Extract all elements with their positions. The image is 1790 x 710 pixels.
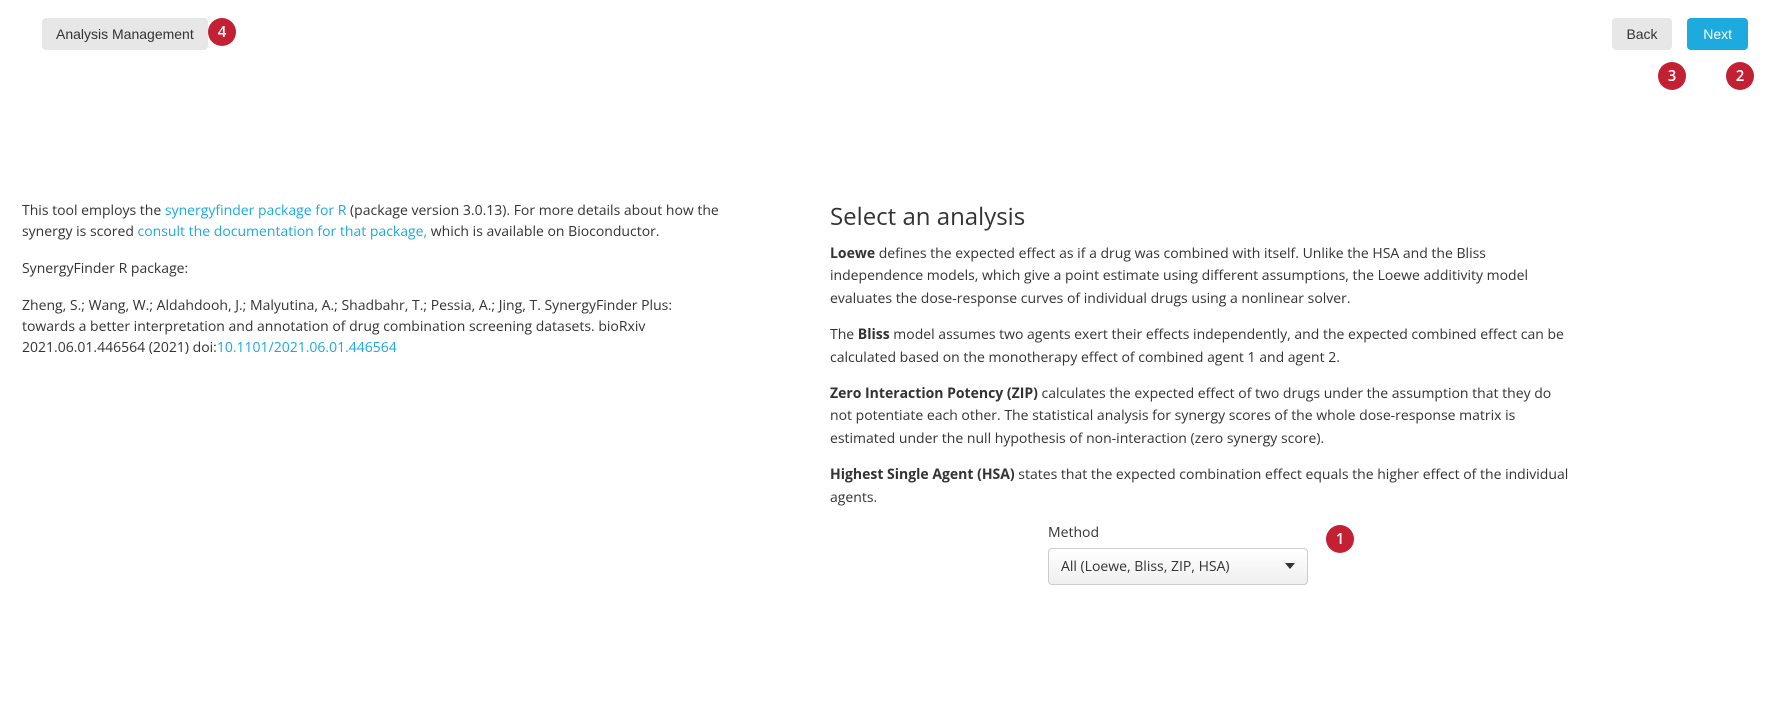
intro-paragraph: This tool employs the synergyfinder pack… [22,200,720,242]
analysis-panel: Select an analysis Loewe defines the exp… [830,200,1570,585]
zip-description: Zero Interaction Potency (ZIP) calculate… [830,383,1570,450]
chevron-down-icon [1285,563,1295,569]
step-badge-1: 1 [1326,525,1354,553]
doi-link[interactable]: 10.1101/2021.06.01.446564 [217,338,397,357]
method-select-value: All (Loewe, Bliss, ZIP, HSA) [1061,557,1230,576]
step-badge-4: 4 [208,18,236,46]
info-panel: This tool employs the synergyfinder pack… [20,200,780,585]
step-badge-2: 2 [1726,62,1754,90]
package-label: SynergyFinder R package: [22,258,720,279]
citation-text: Zheng, S.; Wang, W.; Aldahdooh, J.; Maly… [22,295,720,358]
bliss-description: The Bliss model assumes two agents exert… [830,324,1570,369]
loewe-description: Loewe defines the expected effect as if … [830,243,1570,310]
documentation-link[interactable]: consult the documentation for that packa… [138,222,428,241]
back-button[interactable]: Back [1612,18,1671,50]
method-select[interactable]: All (Loewe, Bliss, ZIP, HSA) [1048,548,1308,585]
hsa-description: Highest Single Agent (HSA) states that t… [830,464,1570,509]
select-analysis-heading: Select an analysis [830,200,1570,233]
next-button[interactable]: Next [1687,18,1748,50]
analysis-management-button[interactable]: Analysis Management [42,18,208,50]
step-badge-3: 3 [1658,62,1686,90]
synergyfinder-link[interactable]: synergyfinder package for R [165,201,347,220]
method-label: Method [1048,523,1570,542]
